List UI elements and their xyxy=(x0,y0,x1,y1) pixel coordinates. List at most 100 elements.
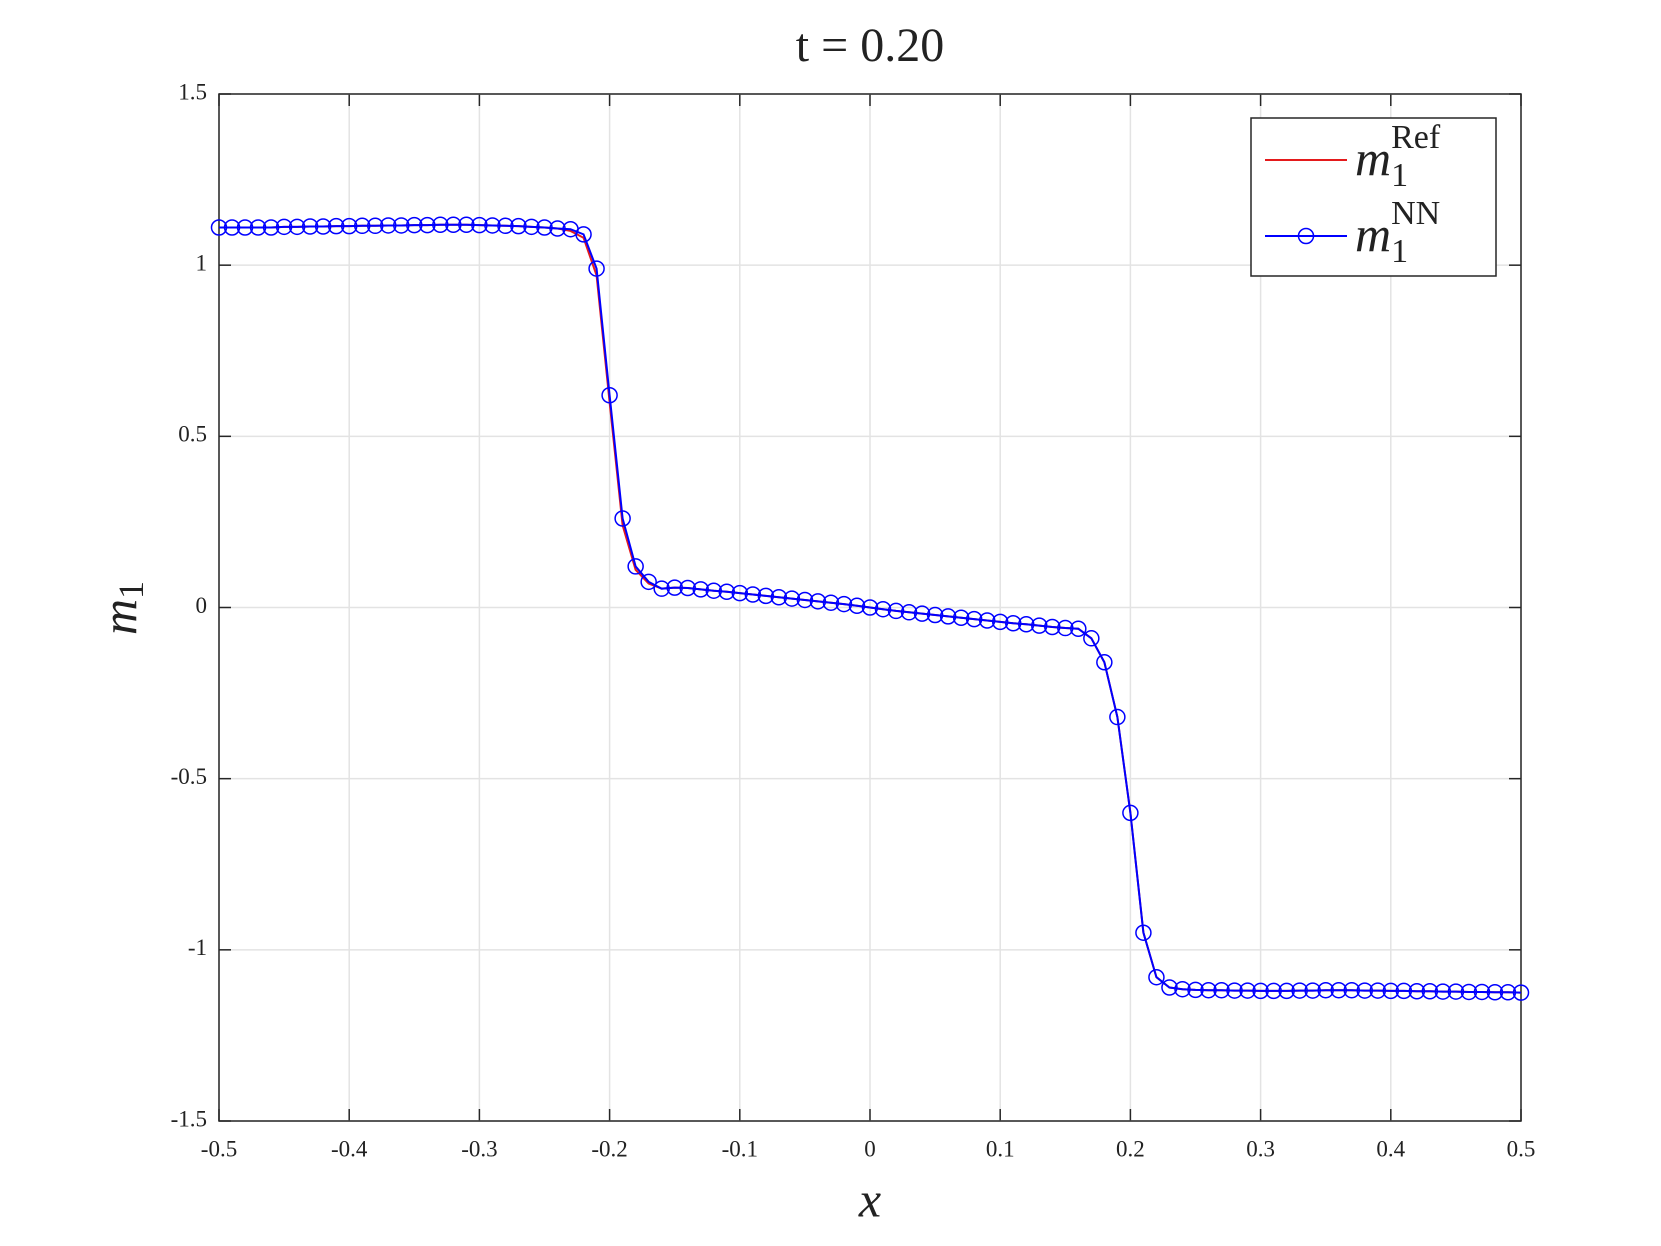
marker xyxy=(614,510,631,527)
marker xyxy=(1317,981,1334,999)
x-tick-label: 0.1 xyxy=(986,1136,1015,1161)
marker xyxy=(510,217,527,235)
y-tick-label: -1.5 xyxy=(171,1106,207,1131)
marker xyxy=(1057,619,1074,637)
marker xyxy=(445,216,462,234)
marker xyxy=(1200,981,1217,999)
chart-title: t = 0.20 xyxy=(796,19,944,72)
marker xyxy=(1486,984,1504,1001)
marker xyxy=(1148,968,1165,986)
x-tick-label: 0 xyxy=(864,1136,876,1161)
marker xyxy=(1421,983,1439,1000)
y-tick-label: 1.5 xyxy=(178,79,207,104)
marker xyxy=(1512,984,1530,1001)
legend-label-main: m xyxy=(1355,130,1391,186)
marker xyxy=(1408,983,1426,1000)
marker xyxy=(1161,979,1178,996)
marker xyxy=(1226,982,1243,999)
marker xyxy=(1460,983,1478,1001)
marker xyxy=(887,602,905,620)
legend-label-sup: Ref xyxy=(1391,119,1441,156)
x-tick-label: -0.1 xyxy=(722,1136,758,1161)
y-tick-label: -1 xyxy=(188,935,207,960)
marker xyxy=(1174,980,1191,998)
marker xyxy=(249,219,267,236)
marker xyxy=(236,219,254,236)
marker xyxy=(731,584,749,602)
y-tick-label: 0.5 xyxy=(178,422,207,447)
marker xyxy=(848,597,866,615)
x-tick-label: 0.2 xyxy=(1116,1136,1145,1161)
marker xyxy=(353,217,371,235)
marker xyxy=(1239,982,1256,999)
marker xyxy=(432,216,449,234)
marker xyxy=(835,595,853,613)
marker xyxy=(601,387,618,404)
legend-label-sup: NN xyxy=(1391,195,1440,232)
marker xyxy=(1213,981,1230,999)
legend-label-sub: 1 xyxy=(1391,157,1408,194)
marker xyxy=(1070,620,1087,637)
marker xyxy=(523,218,540,236)
marker xyxy=(783,590,801,607)
y-axis-label-main: m xyxy=(91,599,147,635)
y-tick-label: 0 xyxy=(196,593,208,618)
marker xyxy=(223,219,241,236)
marker xyxy=(288,218,306,236)
x-tick-label: -0.5 xyxy=(201,1136,237,1161)
marker xyxy=(757,587,775,605)
marker xyxy=(1369,982,1387,999)
marker xyxy=(262,219,280,236)
marker xyxy=(1304,982,1321,999)
marker xyxy=(1447,983,1465,1000)
marker xyxy=(1330,981,1347,999)
marker xyxy=(1044,618,1061,636)
marker xyxy=(301,218,319,235)
y-axis-label-sub: 1 xyxy=(111,581,151,599)
marker xyxy=(393,217,410,234)
marker xyxy=(458,216,475,234)
marker xyxy=(1083,630,1100,647)
marker xyxy=(210,219,228,236)
plot-frame xyxy=(218,93,1522,1122)
x-tick-label: 0.3 xyxy=(1246,1136,1275,1161)
marker xyxy=(952,609,970,627)
marker xyxy=(327,217,345,235)
marker xyxy=(340,217,358,235)
marker xyxy=(1356,982,1374,999)
marker xyxy=(366,217,384,235)
x-tick-label: 0.5 xyxy=(1507,1136,1536,1161)
marker xyxy=(653,580,670,597)
marker xyxy=(861,599,879,616)
legend-label-sub: 1 xyxy=(1391,233,1408,270)
marker xyxy=(692,581,709,598)
marker xyxy=(822,594,840,611)
legend-box xyxy=(1250,117,1497,277)
marker xyxy=(1434,983,1452,1000)
y-tick-label: -0.5 xyxy=(171,764,207,789)
marker xyxy=(1135,924,1152,941)
marker xyxy=(1031,617,1048,634)
marker xyxy=(926,606,944,624)
marker xyxy=(536,219,553,236)
marker xyxy=(1096,654,1113,671)
marker xyxy=(549,220,566,237)
x-tick-label: -0.2 xyxy=(591,1136,627,1161)
marker xyxy=(627,558,644,575)
marker xyxy=(314,218,332,235)
marker xyxy=(978,612,996,629)
marker xyxy=(575,226,592,243)
marker xyxy=(1395,982,1413,1000)
marker xyxy=(406,216,423,234)
marker xyxy=(666,579,683,596)
legend-label: m1NN xyxy=(1355,195,1440,270)
marker xyxy=(900,604,918,621)
marker xyxy=(796,591,814,609)
marker xyxy=(809,593,827,610)
marker xyxy=(419,216,436,234)
legend-label: m1Ref xyxy=(1355,119,1441,194)
legend-marker xyxy=(1297,227,1315,245)
marker xyxy=(939,608,957,625)
marker xyxy=(965,610,983,628)
